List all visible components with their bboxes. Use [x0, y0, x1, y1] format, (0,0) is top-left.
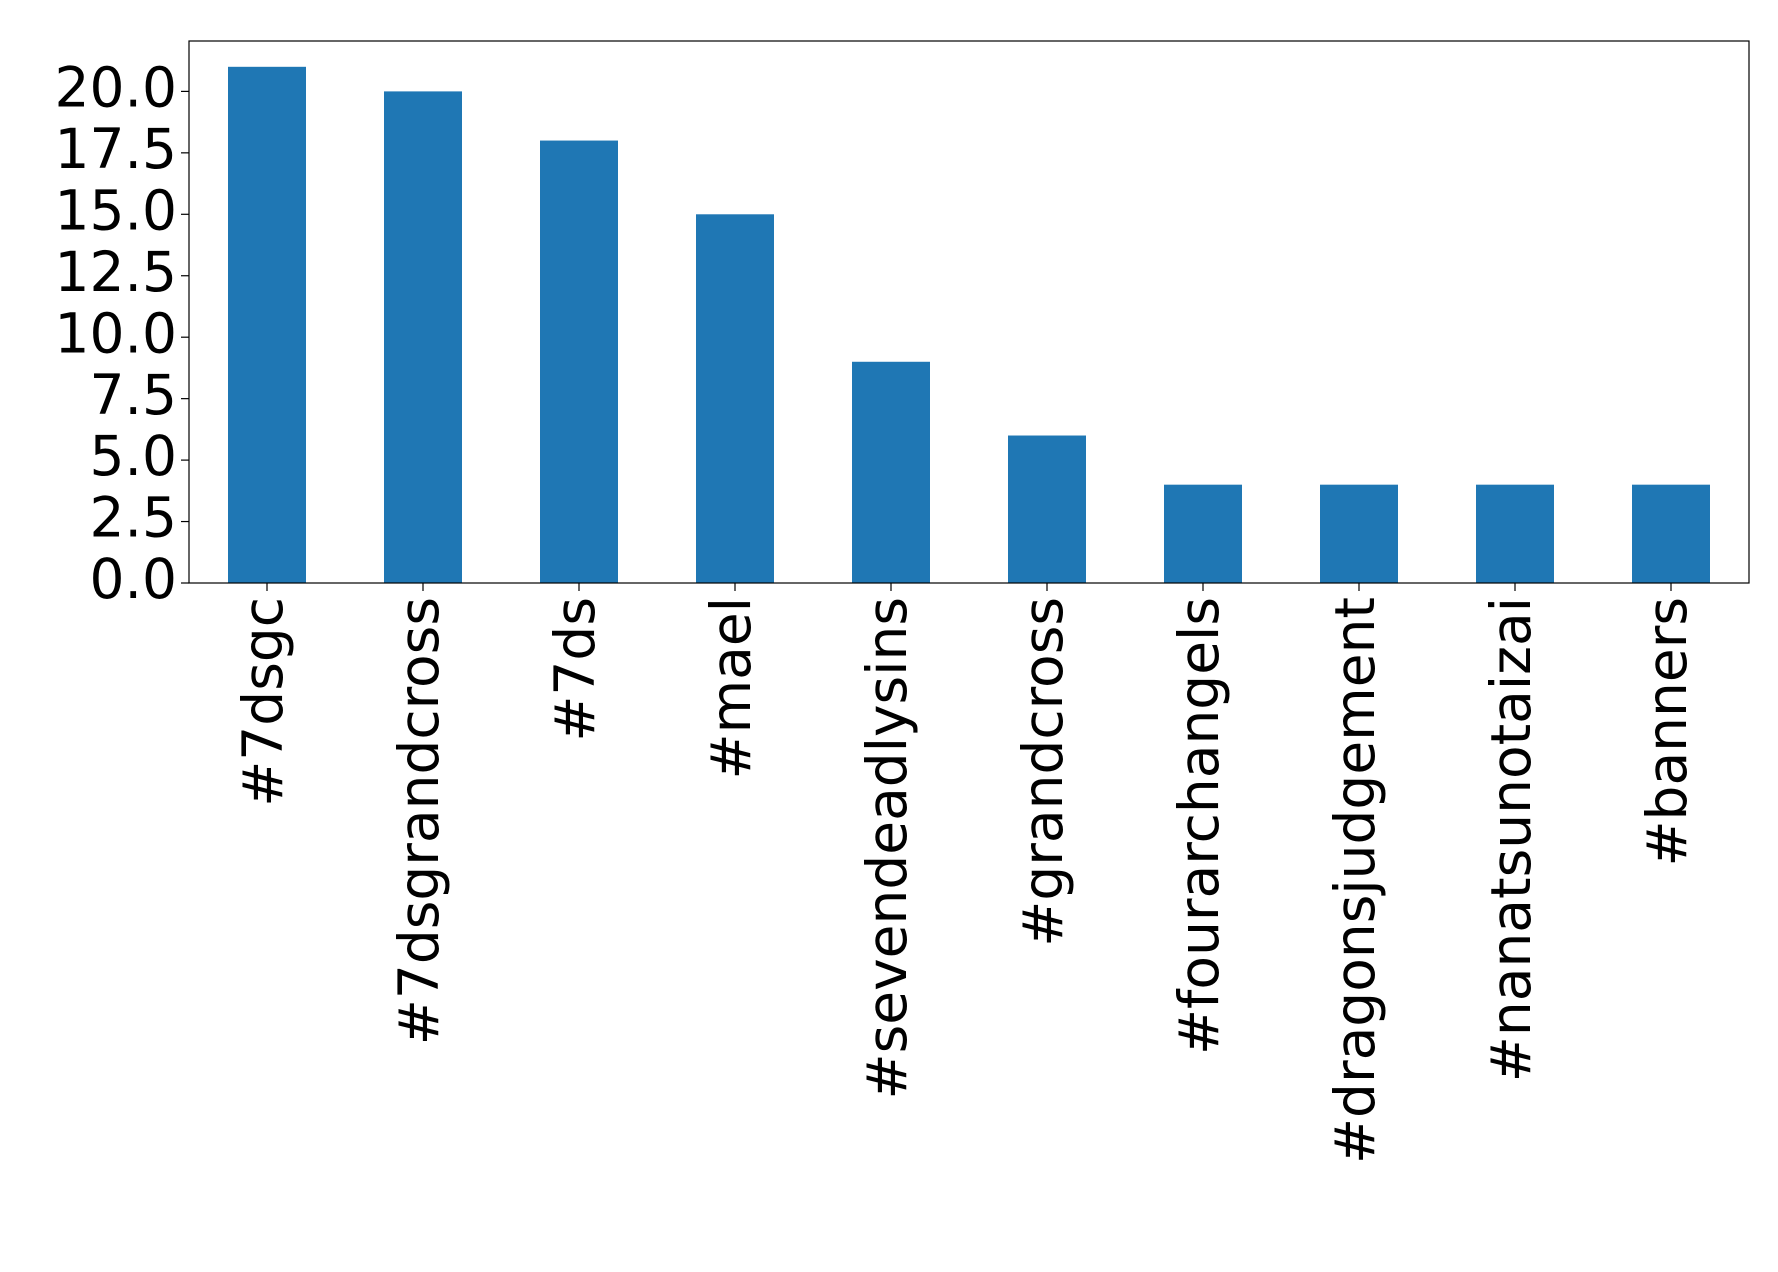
bar	[1008, 435, 1086, 583]
x-tick-label: #7dsgc	[231, 597, 295, 807]
x-tick-label: #banners	[1635, 597, 1699, 867]
y-tick-label: 2.5	[90, 486, 177, 550]
x-tick-label: #nanatsunotaizai	[1479, 597, 1543, 1082]
bar	[228, 66, 306, 584]
bar	[1476, 484, 1554, 583]
y-tick-label: 10.0	[55, 301, 177, 365]
y-tick-label: 17.5	[55, 117, 177, 181]
bar	[1632, 484, 1710, 583]
x-tick-label: #sevendeadlysins	[855, 597, 919, 1099]
y-tick-label: 0.0	[90, 547, 177, 611]
plot-frame	[188, 40, 1750, 584]
x-tick-label: #fourarchangels	[1167, 597, 1231, 1055]
y-tick-label: 20.0	[55, 56, 177, 120]
x-tick-label: #mael	[699, 597, 763, 779]
bar	[1320, 484, 1398, 583]
bar	[696, 214, 774, 583]
y-tick-label: 5.0	[90, 424, 177, 488]
bar	[540, 140, 618, 583]
bar	[852, 361, 930, 583]
x-tick-label: #7ds	[543, 597, 607, 742]
y-tick-label: 7.5	[90, 363, 177, 427]
y-tick-label: 12.5	[55, 240, 177, 304]
x-tick-label: #grandcross	[1011, 597, 1075, 947]
bar	[384, 91, 462, 584]
x-tick-label: #7dsgrandcross	[387, 597, 451, 1045]
y-tick-label: 15.0	[55, 178, 177, 242]
x-tick-label: #dragonsjudgement	[1323, 597, 1387, 1164]
bar	[1164, 484, 1242, 583]
